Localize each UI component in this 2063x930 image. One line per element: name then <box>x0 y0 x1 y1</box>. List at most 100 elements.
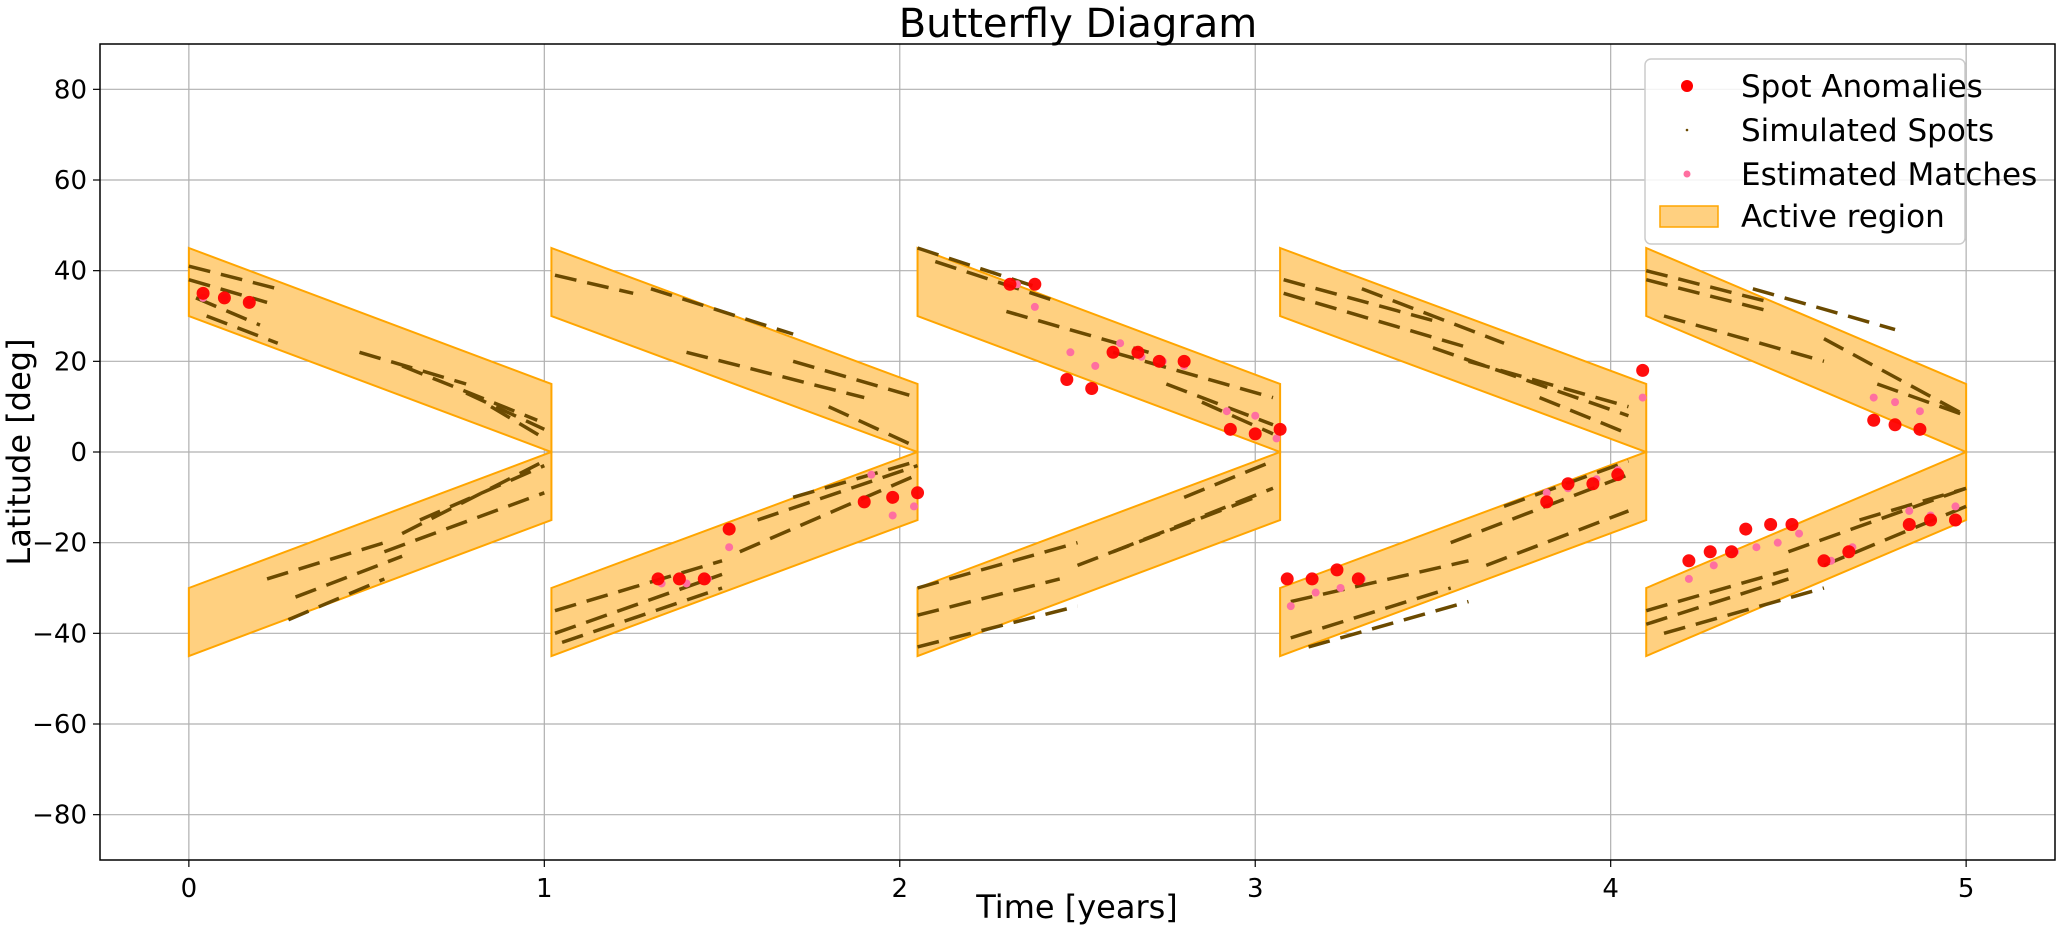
estimated-match-point <box>1336 584 1345 592</box>
simulated-spot-track <box>1290 559 1469 604</box>
legend-label-active-region: Active region <box>1741 199 1945 235</box>
simulated-spot-track <box>1005 309 1150 354</box>
estimated-match-point <box>888 511 897 520</box>
spot-anomaly-point <box>651 572 665 586</box>
estimated-match-point <box>1709 561 1718 570</box>
spot-anomaly-point <box>1085 382 1099 396</box>
simulated-spot-track <box>419 463 546 522</box>
spot-anomaly-point <box>1739 522 1753 536</box>
spot-anomaly-point <box>1586 477 1600 491</box>
legend-marker-simulated-spots <box>1685 128 1689 132</box>
simulated-spot-track <box>1663 586 1825 636</box>
simulated-spot-track <box>792 459 919 500</box>
legend-label-spot-anomalies: Spot Anomalies <box>1741 69 1983 105</box>
estimated-match-point <box>1891 398 1900 407</box>
chart-title: Butterfly Diagram <box>899 1 1258 47</box>
simulated-spot-track <box>1823 504 1967 567</box>
simulated-spot-track <box>1645 278 1772 314</box>
estimated-match-point <box>1066 348 1075 357</box>
y-tick-label: 60 <box>54 166 87 196</box>
spot-anomaly-point <box>1817 554 1831 568</box>
x-axis-label: Time [years] <box>975 888 1178 926</box>
estimated-match-point <box>1030 302 1039 311</box>
simulated-spot-track <box>195 296 261 327</box>
x-tick-label: 2 <box>891 874 908 904</box>
estimated-match-point <box>725 543 734 552</box>
y-tick-label: 80 <box>54 75 87 105</box>
simulated-spot-track <box>188 264 279 291</box>
spot-anomaly-point <box>1540 495 1554 509</box>
spot-anomaly-point <box>1003 277 1017 291</box>
x-tick-label: 4 <box>1602 874 1619 904</box>
x-axis-ticks: 0 1 2 3 4 5 <box>181 860 1975 904</box>
simulated-spot-track <box>917 540 1078 590</box>
simulated-spot-track <box>1752 287 1896 332</box>
estimated-match-point <box>1905 506 1914 515</box>
y-tick-label: 40 <box>54 257 87 287</box>
y-tick-label: −20 <box>32 529 87 559</box>
x-tick-label: 5 <box>1958 874 1975 904</box>
simulated-spot-track <box>1308 599 1469 649</box>
spot-anomalies-layer <box>196 277 1962 586</box>
estimated-match-point <box>1773 538 1782 547</box>
spot-anomaly-point <box>911 486 925 500</box>
simulated-spot-track <box>1290 586 1452 640</box>
spot-anomaly-point <box>1842 545 1856 559</box>
simulated-spot-track <box>917 577 1061 617</box>
simulated-spot-track <box>490 405 546 440</box>
spot-anomaly-point <box>1682 554 1696 568</box>
y-tick-label: −80 <box>32 801 87 831</box>
estimated-match-point <box>1222 407 1231 416</box>
spot-anomaly-point <box>1913 422 1927 436</box>
simulated-spot-track <box>1468 359 1629 409</box>
y-tick-label: 20 <box>54 347 87 377</box>
spot-anomaly-point <box>1561 477 1575 491</box>
legend-marker-spot-anomalies <box>1681 80 1693 92</box>
estimated-match-point <box>867 470 876 479</box>
y-axis-label: Latitude [deg] <box>0 338 38 565</box>
x-tick-label: 1 <box>536 874 553 904</box>
estimated-match-point <box>1869 393 1878 402</box>
active-region-south <box>916 450 1282 658</box>
simulated-spot-track <box>827 405 919 450</box>
simulated-spot-track <box>1165 382 1274 427</box>
spot-anomaly-point <box>242 295 256 309</box>
spot-anomaly-point <box>1351 572 1365 586</box>
spot-anomaly-point <box>1106 345 1120 359</box>
spot-anomaly-point <box>1131 345 1145 359</box>
simulated-spot-track <box>383 491 545 554</box>
simulated-spot-track <box>1112 486 1274 554</box>
simulated-spot-track <box>554 273 634 296</box>
spot-anomaly-point <box>1060 372 1074 386</box>
estimated-match-point <box>1286 602 1295 611</box>
simulated-spot-track <box>554 559 723 613</box>
spot-anomaly-point <box>196 286 210 300</box>
spot-anomaly-point <box>672 572 686 586</box>
simulated-spot-track <box>1859 486 1967 522</box>
simulated-spot-track <box>1485 509 1630 567</box>
simulated-spot-track <box>934 259 1061 305</box>
simulated-spot-track <box>294 554 403 599</box>
simulated-spot-track <box>358 350 467 386</box>
simulated-spot-track <box>1823 337 1967 418</box>
simulated-spot-track <box>917 604 1078 649</box>
spot-anomaly-point <box>1152 354 1166 368</box>
simulated-spot-track <box>757 463 919 522</box>
spot-anomaly-point <box>1636 363 1650 377</box>
estimated-match-point <box>909 502 918 511</box>
legend: Spot Anomalies Simulated Spots Estimated… <box>1644 58 2037 245</box>
legend-label-simulated-spots: Simulated Spots <box>1741 113 1994 149</box>
y-axis-ticks: −80 −60 −40 −20 0 20 40 60 80 <box>32 75 100 831</box>
estimated-match-point <box>1272 434 1281 443</box>
spot-anomaly-point <box>1248 427 1262 441</box>
spot-anomaly-point <box>1703 545 1717 559</box>
spot-anomaly-point <box>1223 422 1237 436</box>
simulated-spot-track <box>1663 314 1825 364</box>
active-region-north <box>1279 246 1648 454</box>
estimated-match-point <box>1752 543 1761 552</box>
spot-anomaly-point <box>1611 468 1625 482</box>
estimated-match-point <box>1251 411 1260 420</box>
spot-anomaly-point <box>1924 513 1938 527</box>
simulated-spot-track <box>1361 287 1505 345</box>
